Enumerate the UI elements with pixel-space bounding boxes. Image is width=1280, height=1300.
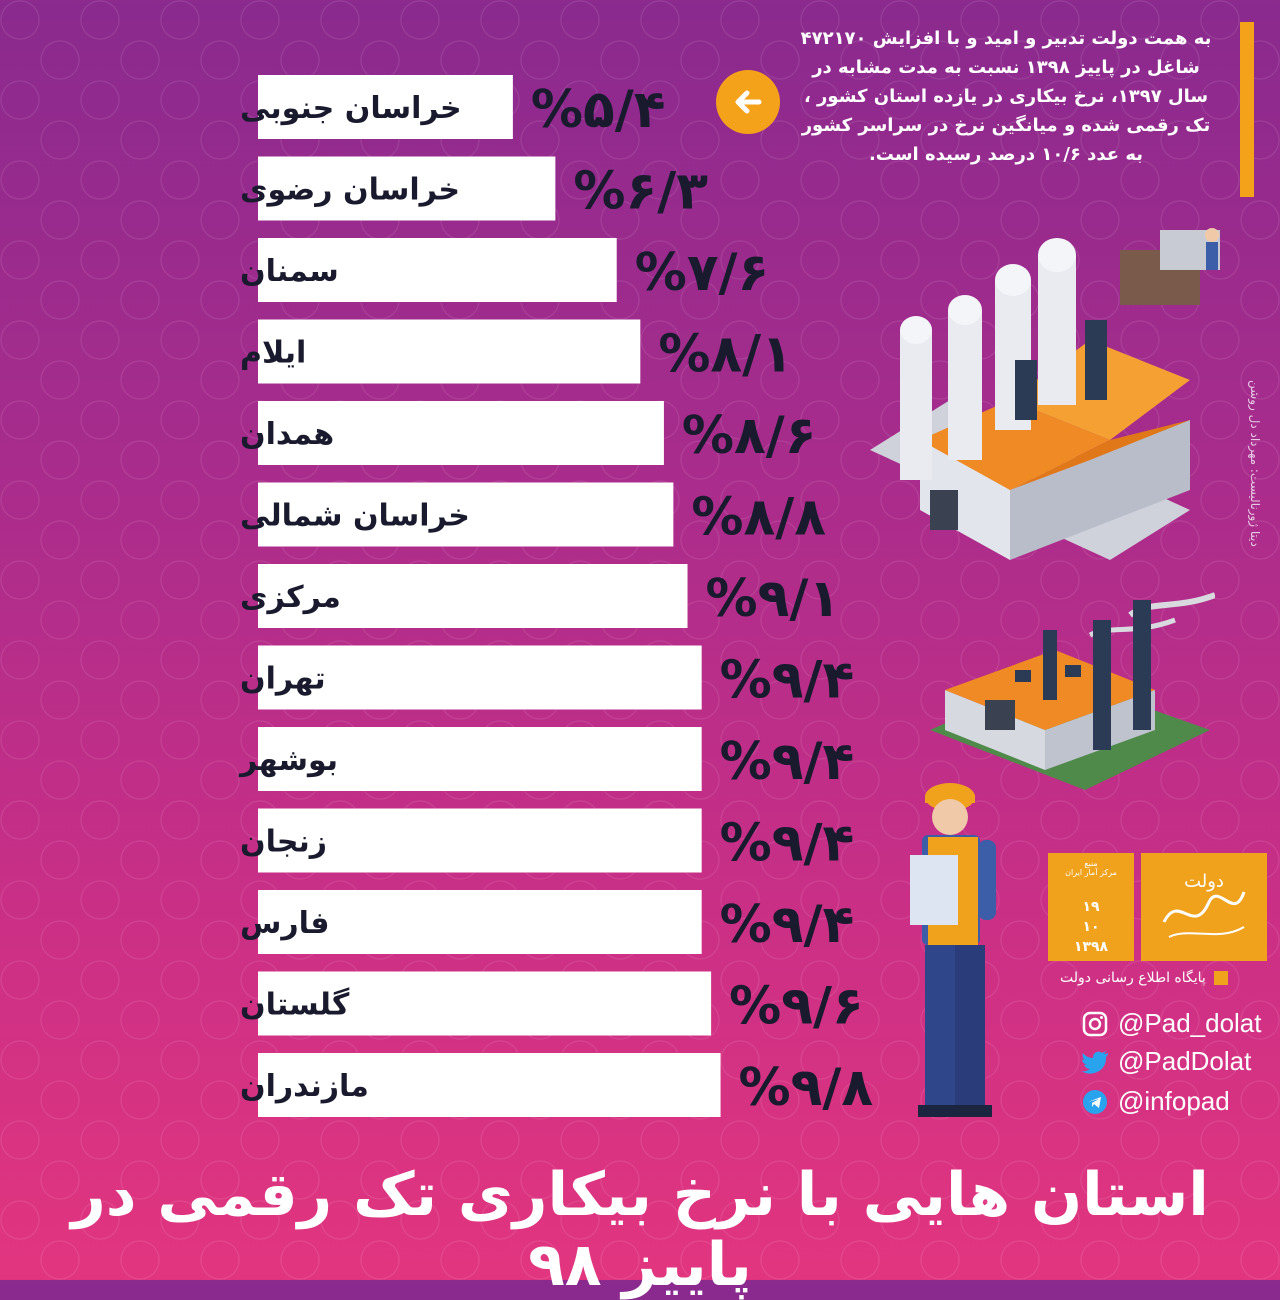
bar-chart: خراسان جنوبی %۵/۴ خراسان رضوی %۶/۳ سمنان %۷/۶… <box>238 75 874 1118</box>
value-label: %۹/۴ <box>720 732 855 792</box>
value-label: %۹/۴ <box>720 651 855 711</box>
factory-illustration <box>930 592 1215 790</box>
instagram-icon <box>1080 1009 1110 1039</box>
source-label: منبع مرکز آمار ایران <box>1065 859 1117 877</box>
date-month: ۱۰ <box>1082 919 1100 935</box>
value-label: %۷/۶ <box>635 243 770 303</box>
description-text: به همت دولت تدبیر و امید و با افزایش ۴۷۲… <box>800 28 1212 165</box>
page-title: استان هایی با نرخ بیکاری تک رقمی در پایی… <box>71 1160 1209 1300</box>
category-label: فارس <box>240 906 330 941</box>
arrow-left-icon <box>735 90 762 114</box>
bar <box>258 645 702 710</box>
value-label: %۹/۴ <box>720 895 855 955</box>
portal-name: پایگاه اطلاع رسانی دولت <box>1060 970 1206 986</box>
bar <box>258 564 688 628</box>
date-day: ۱۹ <box>1082 899 1100 915</box>
bar <box>258 890 702 954</box>
category-label: خراسان جنوبی <box>240 91 462 126</box>
value-label: %۵/۴ <box>531 80 666 140</box>
date-year: ۱۳۹۸ <box>1073 939 1109 955</box>
bar <box>258 319 641 384</box>
category-label: تهران <box>240 662 326 697</box>
category-label: مرکزی <box>240 580 341 615</box>
instagram-handle: @Pad_dolat <box>1118 1008 1262 1038</box>
value-label: %۸/۱ <box>658 325 793 385</box>
category-label: سمنان <box>240 254 339 289</box>
bar <box>258 156 556 221</box>
arrow-button[interactable] <box>716 70 780 134</box>
instagram-link[interactable]: @Pad_dolat <box>1080 1008 1262 1039</box>
category-label: خراسان رضوی <box>240 173 460 208</box>
value-label: %۹/۶ <box>729 977 864 1037</box>
value-label: %۸/۸ <box>691 488 826 548</box>
portal-name-row: پایگاه اطلاع رسانی دولت <box>1060 970 1254 986</box>
category-label: خراسان شمالی <box>240 499 470 534</box>
telegram-icon <box>1080 1087 1110 1117</box>
bar <box>258 75 513 139</box>
bar <box>258 482 674 547</box>
twitter-icon <box>1080 1047 1110 1077</box>
bar <box>258 808 702 873</box>
telegram-handle: @infopad <box>1118 1086 1230 1116</box>
telegram-link[interactable]: @infopad <box>1080 1086 1230 1117</box>
value-label: %۸/۶ <box>682 406 817 466</box>
category-label: همدان <box>240 417 334 452</box>
value-label: %۹/۱ <box>706 569 841 629</box>
portal-square-icon <box>1213 971 1228 985</box>
value-label: %۹/۴ <box>720 814 855 874</box>
bar <box>258 238 617 302</box>
category-label: ایلام <box>240 336 306 371</box>
category-label: مازندران <box>240 1069 369 1104</box>
bar <box>258 727 702 791</box>
bar <box>258 1053 721 1117</box>
category-label: زنجان <box>240 825 327 860</box>
dolat-logo: دولت <box>1141 853 1267 961</box>
twitter-handle: @PadDolat <box>1118 1046 1252 1076</box>
dolat-logo-mark: دولت <box>1162 871 1246 938</box>
bar <box>258 971 712 1036</box>
bar <box>258 401 664 465</box>
svg-text:دولت: دولت <box>1184 871 1224 892</box>
factory-illustration <box>870 228 1220 560</box>
category-label: گلستان <box>240 987 350 1023</box>
date-box: منبع مرکز آمار ایران ۱۹ ۱۰ ۱۳۹۸ <box>1048 853 1134 961</box>
value-label: %۶/۳ <box>573 162 708 222</box>
twitter-link[interactable]: @PadDolat <box>1080 1046 1251 1077</box>
category-label: بوشهر <box>238 743 338 778</box>
worker-illustration <box>910 783 996 1117</box>
credit-text: دیتا ژورنالیست: مهرداد دل روشن <box>1248 380 1262 547</box>
value-label: %۹/۸ <box>739 1058 874 1118</box>
description-accent-bar <box>1240 22 1254 197</box>
